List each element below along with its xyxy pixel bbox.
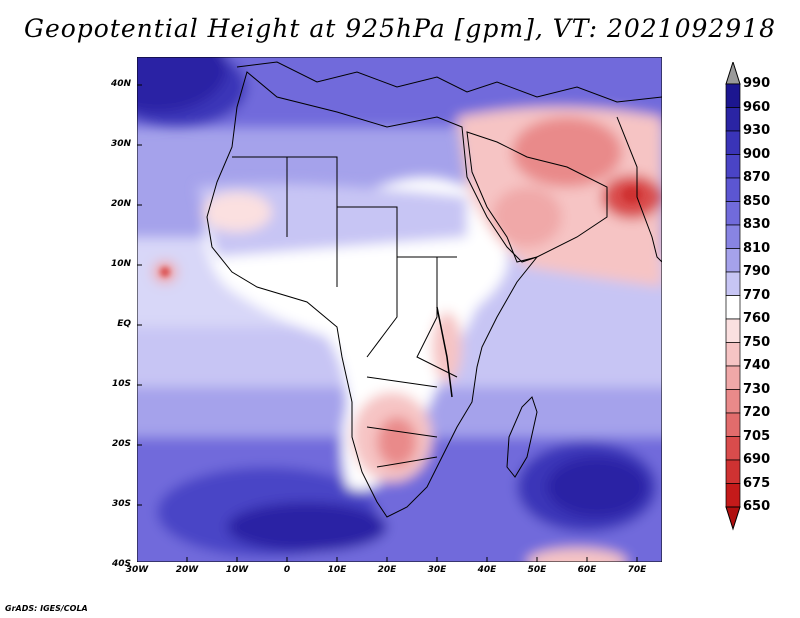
colorbar-box: [725, 412, 741, 437]
colorbar-box: [725, 271, 741, 296]
colorbar-box: [725, 389, 741, 414]
colorbar-box: [725, 177, 741, 202]
map-title: Geopotential Height at 925hPa [gpm], VT:…: [23, 14, 777, 43]
lat-label: 10N: [110, 259, 131, 269]
lat-label: 20N: [110, 199, 131, 209]
colorbar-over-triangle: [725, 62, 741, 85]
lon-label: 70E: [627, 565, 647, 575]
lon-label: 40E: [477, 565, 497, 575]
lat-label: 30S: [111, 499, 131, 509]
colorbar-level-label: 790: [743, 264, 771, 279]
india-coastline: [616, 116, 662, 263]
colorbar-level-label: 760: [743, 311, 771, 326]
colorbar-box: [725, 201, 741, 226]
colorbar-box: [725, 483, 741, 508]
colorbar-level-label: 650: [743, 499, 771, 514]
lat-label: 40S: [111, 559, 131, 569]
colorbar-level-label: 810: [743, 240, 771, 256]
colorbar-under-triangle: [725, 506, 741, 531]
colorbar-box: [725, 83, 741, 108]
lon-label: 30W: [125, 565, 149, 575]
colorbar-box: [725, 365, 741, 390]
colorbar-level-label: 960: [743, 99, 771, 115]
lat-label: 30N: [110, 139, 131, 149]
map-svg[interactable]: [137, 57, 662, 562]
border-lines: [232, 156, 457, 258]
colorbar-box: [725, 224, 741, 249]
colorbar-box: [725, 107, 741, 132]
border-lines-2: [286, 157, 458, 468]
lat-label: 40N: [110, 79, 131, 89]
colorbar-box: [725, 436, 741, 461]
colorbar-level-label: 675: [743, 475, 771, 491]
colorbar-box: [725, 248, 741, 273]
lat-label: EQ: [117, 319, 131, 329]
europe-coastline: [236, 61, 662, 103]
colorbar-level-label: 720: [743, 405, 771, 420]
lon-label: 30E: [427, 565, 447, 575]
colorbar-level-label: 990: [743, 76, 771, 91]
colorbar-box: [725, 130, 741, 155]
colorbar-box: [725, 342, 741, 367]
colorbar-level-label: 830: [743, 217, 771, 232]
colorbar-level-label: 730: [743, 381, 771, 397]
lat-label: 20S: [111, 439, 131, 449]
colorbar-level-label: 870: [743, 170, 771, 185]
lon-label: 50E: [527, 565, 547, 575]
lon-label: 20W: [175, 565, 199, 575]
lon-label: 20E: [377, 565, 397, 575]
colorbar-box: [725, 318, 741, 343]
colorbar-box: [725, 154, 741, 179]
colorbar-level-label: 930: [743, 123, 771, 138]
axis-ticks: [137, 84, 638, 562]
madagascar-coastline: [506, 396, 538, 478]
colorbar-level-label: 740: [743, 358, 771, 373]
lon-label: 10W: [225, 565, 249, 575]
coastlines: [206, 61, 662, 518]
lon-label: 10E: [327, 565, 347, 575]
colorbar-level-label: 750: [743, 334, 771, 350]
height-field-shading: [137, 57, 662, 562]
lat-label: 10S: [111, 379, 131, 389]
lon-label: 60E: [577, 565, 597, 575]
colorbar-box: [725, 459, 741, 484]
colorbar-level-label: 900: [743, 146, 771, 162]
lon-label: 0: [283, 565, 291, 575]
colorbar: [725, 62, 741, 531]
arabia-coastline: [466, 131, 608, 263]
colorbar-level-label: 690: [743, 452, 771, 467]
africa-coastline: [206, 71, 539, 518]
great-lakes: [436, 306, 453, 398]
colorbar-box: [725, 295, 741, 320]
colorbar-level-label: 770: [743, 287, 771, 303]
colorbar-level-label: 850: [743, 193, 771, 209]
colorbar-level-label: 705: [743, 428, 771, 444]
map-panel[interactable]: [137, 57, 662, 562]
grads-credit: GrADS: IGES/COLA: [5, 604, 88, 613]
